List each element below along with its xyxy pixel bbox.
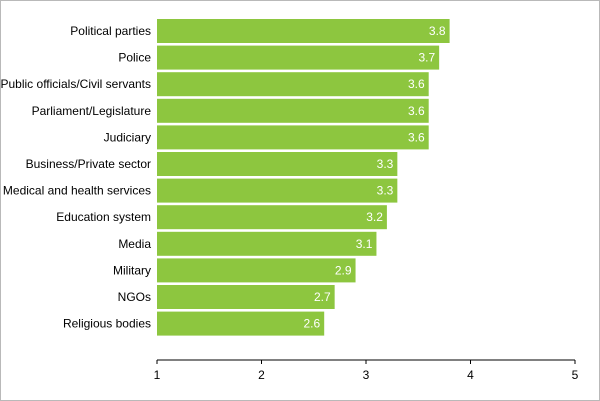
bar-judiciary (157, 125, 429, 150)
category-label-political-parties: Political parties (70, 24, 151, 38)
value-label-business-private-sector: 3.3 (377, 157, 394, 171)
x-tick-label-5: 5 (572, 368, 579, 382)
bars-group: Political parties 3.8 Police 3.7 Public offi… (1, 19, 450, 336)
bar-political-parties (157, 19, 450, 43)
category-label-medical-and-health-services: Medical and health services (3, 184, 151, 198)
category-label-police: Police (118, 51, 151, 65)
value-label-public-officials-civil-servants: 3.6 (408, 77, 425, 91)
bar-religious-bodies (157, 311, 325, 336)
bar-medical-and-health-services (157, 178, 398, 203)
category-label-military: Military (113, 263, 151, 277)
category-label-public-officials-civil-servants: Public officials/Civil servants (1, 77, 152, 91)
x-tick-label-3: 3 (363, 368, 370, 382)
bar-police (157, 45, 440, 70)
value-label-political-parties: 3.8 (429, 24, 446, 38)
bar-ngos (157, 285, 335, 309)
value-label-medical-and-health-services: 3.3 (377, 184, 394, 198)
value-label-police: 3.7 (418, 51, 435, 65)
value-label-military: 2.9 (335, 263, 352, 277)
bar-military (157, 258, 356, 283)
bar-public-officials-civil-servants (157, 72, 429, 97)
category-label-education-system: Education system (56, 210, 151, 224)
category-label-ngos: NGOs (118, 290, 151, 304)
bar-media (157, 231, 377, 256)
x-axis: 1 2 3 4 5 (154, 359, 579, 382)
category-label-business-private-sector: Business/Private sector (26, 157, 151, 171)
x-tick-label-1: 1 (154, 368, 161, 382)
value-label-judiciary: 3.6 (408, 130, 425, 144)
value-label-religious-bodies: 2.6 (304, 317, 321, 331)
x-tick-label-2: 2 (258, 368, 265, 382)
bar-business-private-sector (157, 152, 398, 176)
bar-education-system (157, 205, 387, 230)
category-label-media: Media (118, 237, 151, 251)
x-tick-label-4: 4 (467, 368, 474, 382)
bar-parliament-legislature (157, 98, 429, 123)
value-label-ngos: 2.7 (314, 290, 331, 304)
value-label-education-system: 3.2 (366, 210, 383, 224)
value-label-media: 3.1 (356, 237, 373, 251)
value-label-parliament-legislature: 3.6 (408, 104, 425, 118)
category-label-parliament-legislature: Parliament/Legislature (32, 104, 152, 118)
category-label-judiciary: Judiciary (104, 130, 151, 144)
category-label-religious-bodies: Religious bodies (63, 317, 151, 331)
